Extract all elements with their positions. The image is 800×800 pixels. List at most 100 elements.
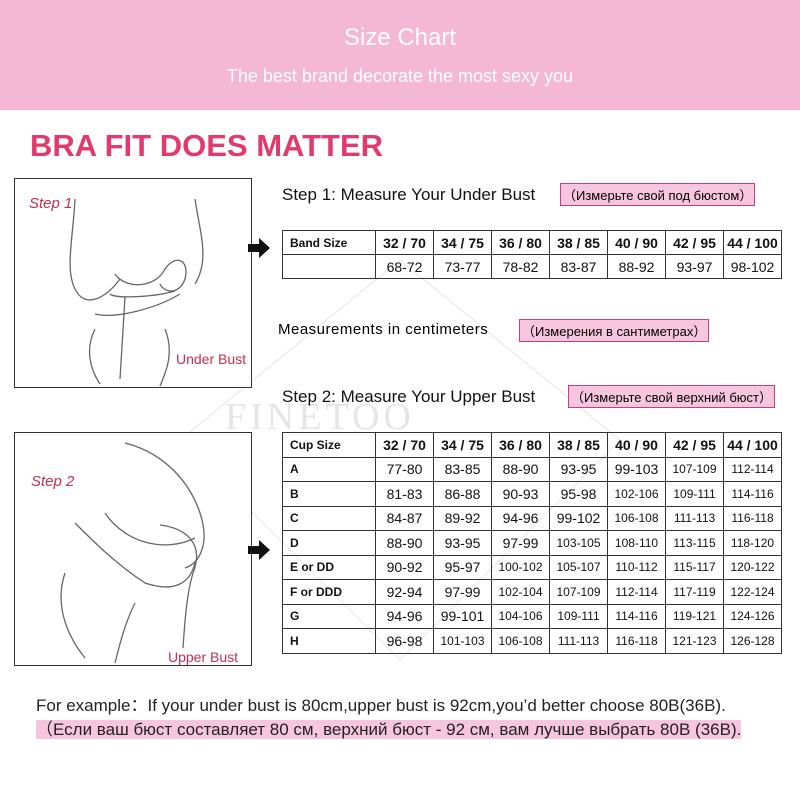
- cell: 90-92: [375, 554, 434, 580]
- cell: 116-118: [723, 505, 782, 531]
- arrow: [248, 540, 270, 560]
- cell: 93-97: [665, 254, 724, 279]
- subtitle: The best brand decorate the most sexy yo…: [226, 66, 574, 86]
- cell: 116-118: [607, 628, 666, 654]
- cell: 38 / 85: [549, 432, 608, 458]
- translation: （Измерьте свой под бюстом）: [560, 183, 756, 206]
- cell: 120-122: [723, 554, 782, 580]
- row: G 94-96 99-101 104-106 109-111 114-116 119-121…: [282, 603, 782, 629]
- cell: 42 / 95: [665, 230, 724, 255]
- cell: 78-82: [491, 254, 550, 279]
- cell: C: [282, 505, 376, 531]
- cell: 117-119: [665, 579, 724, 605]
- cell: 124-126: [723, 603, 782, 629]
- cell: 95-98: [549, 481, 608, 507]
- step-title: Step 2:: [282, 387, 336, 406]
- cell: 100-102: [491, 554, 550, 580]
- cell: 114-116: [723, 481, 782, 507]
- cell: F or DDD: [282, 579, 376, 605]
- example: For example：If your under bust is 80cm,u…: [36, 694, 776, 742]
- cell: 40 / 90: [607, 230, 666, 255]
- example-text: For example：If your under bust is 80cm,u…: [36, 696, 726, 715]
- translation: （Измерения в сантиметрах）: [519, 319, 710, 342]
- illustration: [69, 198, 204, 387]
- image-label: Step 2: [31, 473, 75, 490]
- cell: 32 / 70: [375, 230, 434, 255]
- cell: 103-105: [549, 530, 608, 556]
- cell: A: [282, 456, 376, 482]
- cell: 94-96: [375, 603, 434, 629]
- cell: 109-111: [549, 603, 608, 629]
- cell: 77-80: [375, 456, 434, 482]
- row: B 81-83 86-88 90-93 95-98 102-106 109-111 114-1…: [282, 481, 782, 507]
- cell: 118-120: [723, 530, 782, 556]
- cell: 106-108: [491, 628, 550, 654]
- cell: 106-108: [607, 505, 666, 531]
- cell: 107-109: [549, 579, 608, 605]
- cell: 84-87: [375, 505, 434, 531]
- cell: 44 / 100: [723, 230, 782, 255]
- cell: 89-92: [433, 505, 492, 531]
- cell: Band Size: [282, 230, 376, 255]
- cell: 105-107: [549, 554, 608, 580]
- image-caption: Upper Bust: [168, 649, 239, 665]
- cell: 122-124: [723, 579, 782, 605]
- step1-image: Step 1 Under Bust: [14, 178, 252, 388]
- cell: G: [282, 603, 376, 629]
- cell: 112-114: [607, 579, 666, 605]
- cell: 114-116: [607, 603, 666, 629]
- cell: 126-128: [723, 628, 782, 654]
- cell: 93-95: [433, 530, 492, 556]
- image-caption: Under Bust: [176, 351, 247, 367]
- cell: 93-95: [549, 456, 608, 482]
- cell: 109-111: [665, 481, 724, 507]
- cell: 119-121: [665, 603, 724, 629]
- cell: 95-97: [433, 554, 492, 580]
- cell: 90-93: [491, 481, 550, 507]
- cell: H: [282, 628, 376, 654]
- cell: 88-90: [491, 456, 550, 482]
- cell: 110-112: [607, 554, 666, 580]
- cell: 34 / 75: [433, 230, 492, 255]
- cell: 68-72: [375, 254, 434, 279]
- cell: 44 / 100: [723, 432, 782, 458]
- illustration: [60, 442, 205, 664]
- title: Size Chart: [343, 24, 457, 51]
- cell: 112-114: [723, 456, 782, 482]
- cell: D: [282, 530, 376, 556]
- cell: 34 / 75: [433, 432, 492, 458]
- cell: 38 / 85: [549, 230, 608, 255]
- cell: 99-102: [549, 505, 608, 531]
- cell: 97-99: [491, 530, 550, 556]
- cell: 83-87: [549, 254, 608, 279]
- watermark-diamond: [179, 259, 621, 661]
- cell: 111-113: [665, 505, 724, 531]
- translation: （Измерьте свой верхний бюст）: [568, 385, 776, 408]
- header-band: [0, 0, 800, 110]
- step2-image: Step 2 Upper Bust: [14, 432, 252, 666]
- step-heading: Step 2: Measure Your Upper Bust: [282, 387, 535, 407]
- cell: 102-104: [491, 579, 550, 605]
- step-heading: Step 1: Measure Your Under Bust: [282, 185, 535, 205]
- row: D 88-90 93-95 97-99 103-105 108-110 113-115 118…: [282, 530, 782, 556]
- cell: 107-109: [665, 456, 724, 482]
- example-translation: （Если ваш бюст составляет 80 см, верхний…: [36, 720, 742, 739]
- cell: 36 / 80: [491, 230, 550, 255]
- band-table: Band Size 32 / 70 34 / 75 36 / 80 38 / 85 40 …: [282, 230, 782, 279]
- cell: 42 / 95: [665, 432, 724, 458]
- header-row: Band Size 32 / 70 34 / 75 36 / 80 38 / 85 40 …: [282, 230, 782, 255]
- cell: 81-83: [375, 481, 434, 507]
- cell: [282, 254, 376, 279]
- heading: BRA FIT DOES MATTER: [30, 128, 384, 163]
- cell: 40 / 90: [607, 432, 666, 458]
- row: C 84-87 89-92 94-96 99-102 106-108 111-113 116-…: [282, 505, 782, 531]
- cell: 101-103: [433, 628, 492, 654]
- cup-table: Cup Size 32 / 70 34 / 75 36 / 80 38 / 85 40 /…: [282, 432, 782, 654]
- step-title: Step 1:: [282, 185, 336, 204]
- cell: 36 / 80: [491, 432, 550, 458]
- cell: 97-99: [433, 579, 492, 605]
- cell: B: [282, 481, 376, 507]
- cell: 32 / 70: [375, 432, 434, 458]
- cell: 88-92: [607, 254, 666, 279]
